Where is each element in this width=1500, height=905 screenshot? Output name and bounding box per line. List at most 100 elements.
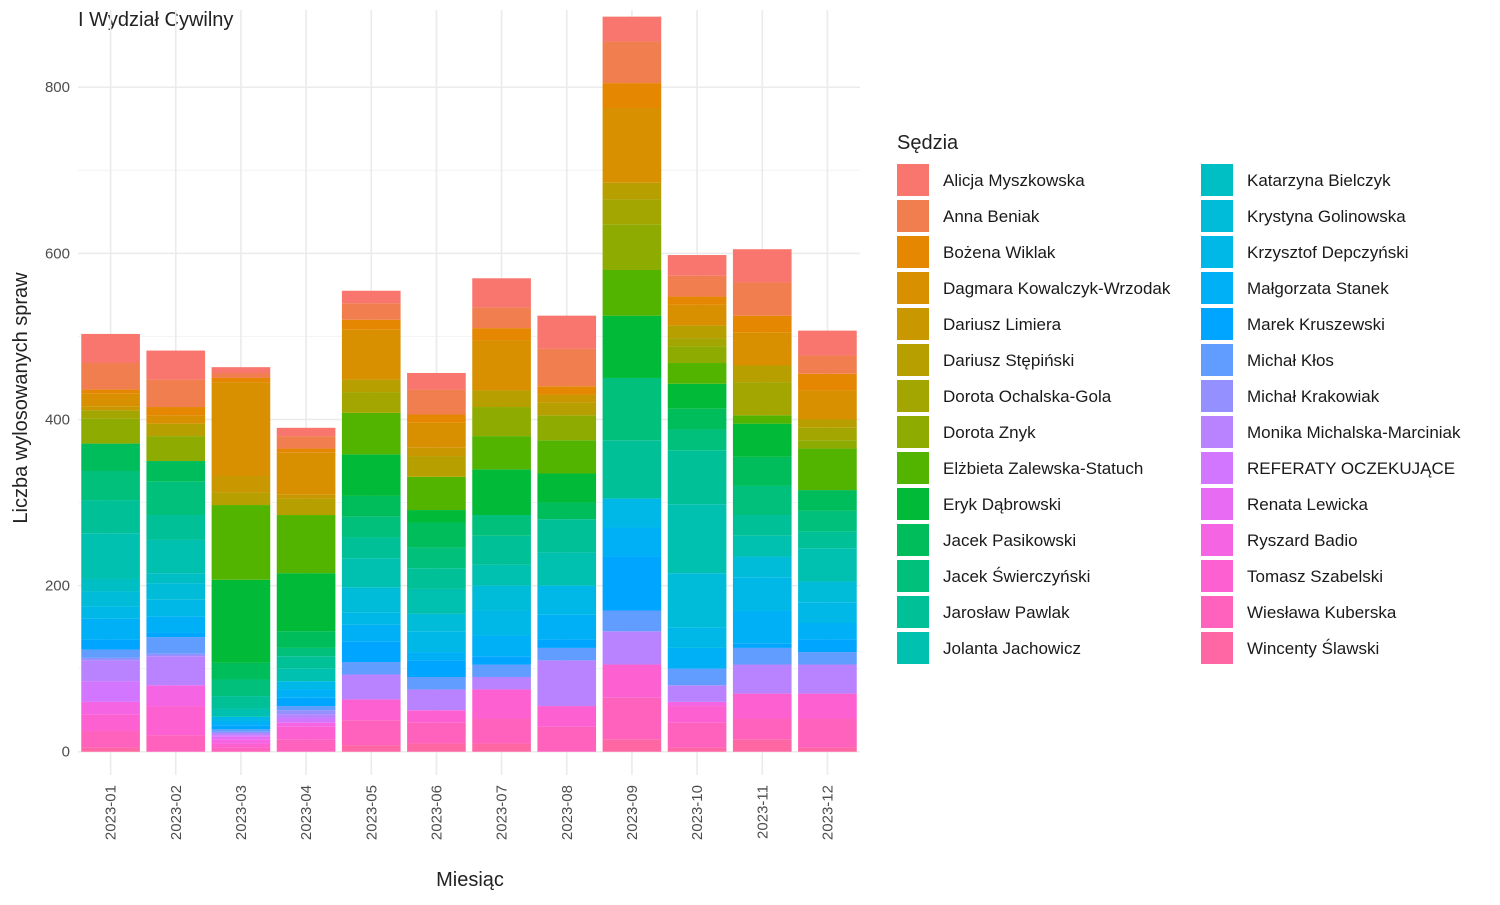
bar-segment: [276, 689, 336, 698]
bar-segment: [667, 627, 727, 648]
legend-key: [897, 488, 929, 520]
legend-key: [897, 200, 929, 232]
bar-segment: [211, 736, 271, 740]
bar-segment: [798, 602, 857, 623]
bar-segment: [211, 743, 271, 748]
bar-segment: [276, 722, 336, 727]
legend-key: [1201, 272, 1233, 304]
bar-segment: [211, 579, 271, 663]
bar-segment: [537, 660, 597, 707]
bar-segment: [472, 307, 531, 329]
bar-segment: [537, 415, 597, 441]
bar-segment: [211, 747, 271, 752]
x-tick-label: 2023-05: [363, 785, 380, 840]
bar-segment: [341, 290, 401, 304]
bar-segment: [798, 490, 857, 511]
legend-label: Dorota Znyk: [943, 423, 1036, 442]
bar-segment: [81, 500, 140, 534]
bar-segment: [602, 41, 662, 84]
bar-segment: [211, 372, 271, 378]
bar-segment: [211, 492, 271, 506]
bar-segment: [146, 637, 206, 654]
bar-segment: [537, 726, 597, 752]
legend-key: [1201, 416, 1233, 448]
bar-segment: [211, 475, 271, 493]
bar-segment: [81, 443, 140, 471]
bar-segment: [407, 689, 466, 711]
bar-segment: [276, 452, 336, 495]
legend-key: [897, 164, 929, 196]
bar-segment: [341, 624, 401, 642]
legend-key: [1201, 236, 1233, 268]
bar-segment: [276, 494, 336, 499]
bar-segment: [602, 527, 662, 557]
bar-segment: [667, 747, 727, 752]
bar-segment: [472, 610, 531, 636]
bar-segment: [146, 653, 206, 657]
bar-segment: [537, 315, 597, 349]
x-tick-label: 2023-07: [494, 785, 511, 840]
bar-segment: [798, 718, 857, 748]
bar-segment: [146, 735, 206, 752]
bar-segment: [276, 647, 336, 657]
bar-segment: [407, 414, 466, 423]
bar-segment: [732, 415, 792, 424]
bar-segment: [276, 656, 336, 669]
bar-segment: [407, 422, 466, 448]
y-tick-label: 400: [45, 411, 70, 428]
bar-segment: [211, 708, 271, 717]
bar-segment: [537, 473, 597, 503]
legend-key: [1201, 200, 1233, 232]
bar-segment: [537, 394, 597, 403]
x-axis-label: Miesiąc: [436, 869, 504, 891]
bar-segment: [602, 610, 662, 632]
bar-segment: [667, 346, 727, 364]
bar-segment: [276, 436, 336, 449]
bar-segment: [146, 583, 206, 600]
legend-key: [1201, 308, 1233, 340]
bar-segment: [667, 429, 727, 451]
bar-segment: [667, 685, 727, 702]
bar-segment: [407, 522, 466, 548]
bar-segment: [211, 696, 271, 709]
bar-segment: [537, 502, 597, 520]
bar-segment: [798, 581, 857, 603]
legend-key: [897, 308, 929, 340]
bar-segment: [146, 706, 206, 736]
bar-segment: [211, 382, 271, 476]
bar-segment: [798, 355, 857, 374]
x-tick-label: 2023-08: [559, 785, 576, 840]
bar-segment: [732, 249, 792, 283]
bar-segment: [211, 725, 271, 730]
bar-segment: [81, 363, 140, 390]
bar-segment: [407, 547, 466, 569]
bar-segment: [602, 697, 662, 740]
bar-segment: [667, 255, 727, 276]
x-tick-label: 2023-03: [233, 785, 250, 840]
bar-segment: [211, 735, 271, 737]
y-tick-label: 800: [45, 79, 70, 96]
bar-segment: [146, 415, 206, 424]
bar-segment: [667, 504, 727, 574]
bar-segment: [472, 656, 531, 665]
bar-segment: [602, 269, 662, 316]
bar-segment: [146, 656, 206, 686]
legend-label: Wiesława Kuberska: [1247, 603, 1397, 622]
legend-key: [897, 380, 929, 412]
bar-segment: [276, 573, 336, 632]
bar-segment: [81, 660, 140, 682]
bar-segment: [407, 676, 466, 690]
bar-segment: [732, 485, 792, 516]
bar-segment: [732, 643, 792, 648]
bar-segment: [732, 610, 792, 644]
bar-segment: [667, 296, 727, 305]
bar-segment: [472, 340, 531, 391]
bar-segment: [472, 689, 531, 719]
bar-segment: [146, 379, 206, 408]
bar-segment: [732, 718, 792, 740]
x-tick-label: 2023-10: [689, 785, 706, 840]
bar-segment: [537, 519, 597, 553]
legend-label: Jolanta Jachowicz: [943, 639, 1081, 658]
bar-segment: [81, 649, 140, 658]
bar-segment: [602, 498, 662, 528]
